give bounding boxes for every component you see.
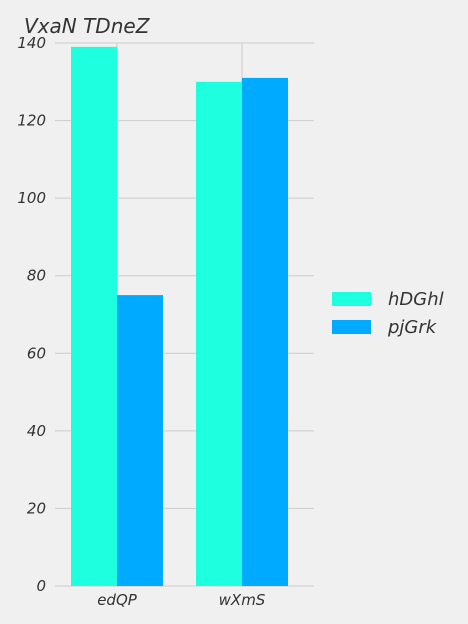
x-tick-label: edQP	[97, 591, 138, 609]
y-tick-label: 140	[17, 34, 46, 52]
legend-label: pjGrk	[387, 317, 438, 338]
axis-layer: 0 20 40 60 80 100 120 140 edQP wXmS	[17, 34, 265, 609]
y-tick-label: 40	[27, 422, 46, 440]
bar-pjGrk-edQP	[117, 295, 163, 586]
y-tick-label: 100	[17, 189, 46, 207]
chart-title: VxaN TDneZ	[24, 14, 151, 38]
bar-layer	[71, 46, 288, 587]
legend-swatch	[332, 320, 371, 334]
y-tick-label: 0	[36, 577, 46, 595]
y-tick-label: 80	[27, 267, 46, 285]
bar-pjGrk-wXmS	[242, 77, 288, 587]
bar-hDGhl-wXmS	[196, 81, 242, 587]
legend: hDGhl pjGrk	[332, 289, 444, 338]
legend-label: hDGhl	[388, 289, 444, 310]
y-tick-label: 60	[27, 344, 46, 362]
y-tick-label: 20	[27, 499, 46, 517]
legend-swatch	[332, 292, 371, 306]
x-tick-label: wXmS	[219, 591, 266, 609]
bar-hDGhl-edQP	[71, 46, 117, 587]
y-tick-label: 120	[17, 112, 46, 130]
